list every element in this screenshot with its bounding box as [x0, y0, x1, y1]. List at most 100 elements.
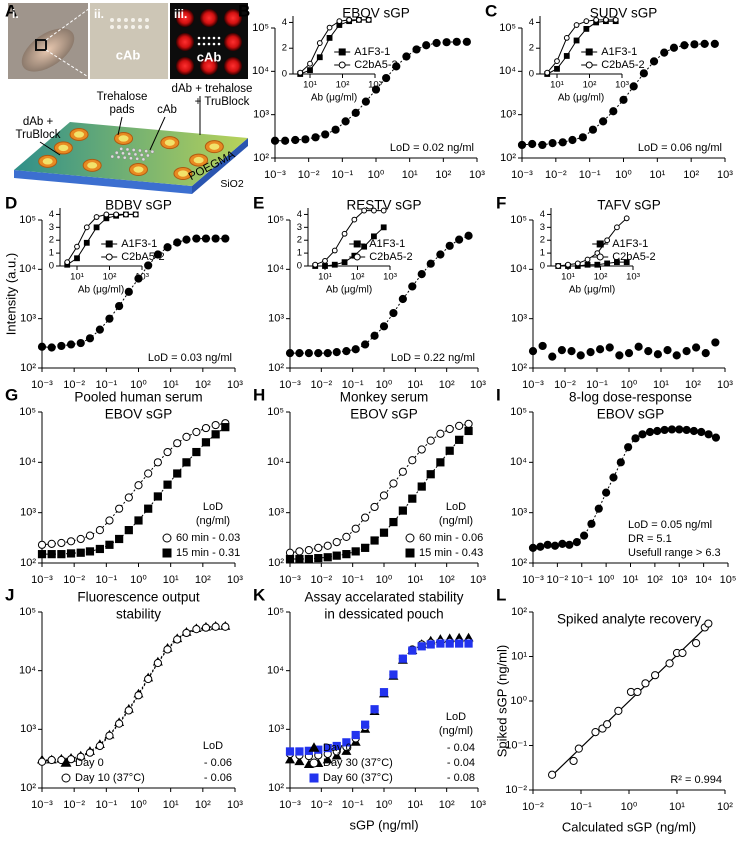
marker [641, 679, 650, 688]
y-tick-label: 3 [297, 222, 302, 233]
marker [672, 351, 681, 360]
callout: SiO2 [220, 178, 244, 190]
panel-letter: E [253, 193, 264, 212]
y-tick-label: 10² [20, 782, 36, 794]
annotation: LoD = 0.02 ng/ml [390, 142, 474, 154]
cab-spot [139, 153, 144, 157]
y-tick-label: 10⁵ [19, 606, 36, 618]
fluor-spot [200, 57, 218, 75]
x-tick-label: 10² [717, 801, 733, 813]
marker [338, 48, 346, 56]
marker [623, 259, 630, 266]
marker [304, 546, 313, 555]
y-tick-label: 3 [49, 222, 54, 233]
spot [197, 42, 201, 46]
marker [314, 554, 323, 563]
photo-label: ii. [94, 7, 104, 21]
x-tick-label: 10³ [227, 574, 243, 586]
panel-letter: I [496, 385, 501, 404]
marker [554, 58, 560, 65]
legend-label: 60 min - 0.06 [419, 532, 483, 544]
y-tick-label: 10⁵ [267, 606, 284, 618]
marker [565, 540, 574, 549]
x-tick-label: 10³ [626, 272, 640, 283]
x-tick-label: 10⁻¹ [342, 574, 364, 586]
marker [295, 554, 304, 564]
y-tick-label: 10¹ [511, 650, 527, 662]
y-tick-label: 10⁵ [252, 22, 269, 34]
marker [361, 243, 368, 250]
marker [548, 770, 557, 779]
x-tick-label: 10⁻² [545, 169, 567, 181]
marker [115, 301, 124, 311]
marker [596, 240, 604, 248]
x-tick-label: 10² [195, 574, 211, 586]
spot [145, 18, 149, 22]
marker [462, 37, 471, 46]
marker [653, 426, 662, 436]
callout: cAb [157, 104, 177, 116]
y-tick-label: 10⁴ [19, 665, 36, 677]
x-tick-label: 10² [683, 169, 699, 181]
y-tick-label: 10⁴ [267, 665, 284, 677]
y-tick-label: 2 [282, 43, 287, 54]
x-tick-label: 10² [351, 272, 365, 283]
x-tick-label: 10⁻¹ [342, 799, 364, 811]
legend-label: C2bA5-2 [612, 251, 655, 263]
x-tick-label: 10⁻¹ [95, 799, 117, 811]
marker [85, 531, 95, 540]
marker [587, 519, 596, 528]
panel-letter: D [5, 193, 17, 212]
y-tick-label: 10⁴ [19, 456, 36, 468]
marker [711, 433, 721, 442]
marker [134, 691, 143, 700]
spot [212, 42, 216, 46]
x-tick-label: 10⁻³ [279, 379, 301, 391]
legend-label: A1F3-1 [612, 238, 648, 250]
y-tick-label: 10³ [253, 109, 269, 121]
marker [365, 16, 372, 23]
callout: TruBlock [16, 129, 61, 141]
marker [379, 322, 389, 331]
y-tick-label: 10³ [268, 507, 284, 519]
y-tick-label: 10² [511, 362, 527, 374]
marker [173, 635, 182, 644]
marker [548, 352, 557, 361]
marker [370, 502, 379, 512]
marker [47, 550, 56, 559]
marker [124, 526, 133, 535]
marker [85, 748, 95, 757]
marker [436, 458, 445, 467]
marker [371, 233, 377, 240]
cab-spot [110, 154, 115, 159]
annotation: DR = 5.1 [628, 533, 672, 545]
marker [701, 349, 710, 358]
fluor-spot [176, 57, 194, 75]
legend-lod: - 0.04 [447, 742, 475, 754]
marker [371, 85, 381, 94]
y-tick-label: 10⁵ [267, 214, 284, 226]
callout: dAb + [23, 116, 54, 128]
x-tick-label: 10² [439, 379, 455, 391]
y-tick-label: 1 [49, 248, 54, 259]
marker [74, 243, 80, 250]
x-tick-label: 10³ [227, 799, 243, 811]
y-tick-label: 0 [297, 261, 302, 272]
marker [351, 345, 360, 354]
legend-title: LoD [203, 501, 223, 513]
marker [436, 639, 445, 648]
marker [602, 488, 611, 497]
spot [217, 42, 221, 46]
marker [568, 135, 577, 145]
fluor-spot [176, 33, 194, 51]
marker [604, 260, 611, 267]
marker [308, 742, 320, 752]
marker [322, 257, 328, 264]
legend-title: (ng/ml) [439, 725, 473, 737]
x-tick-label: 10⁻² [522, 801, 544, 813]
callout-line [117, 116, 123, 136]
marker [285, 554, 295, 564]
marker [370, 331, 379, 340]
marker [426, 259, 435, 268]
x-tick-label: 10⁰ [615, 169, 632, 181]
